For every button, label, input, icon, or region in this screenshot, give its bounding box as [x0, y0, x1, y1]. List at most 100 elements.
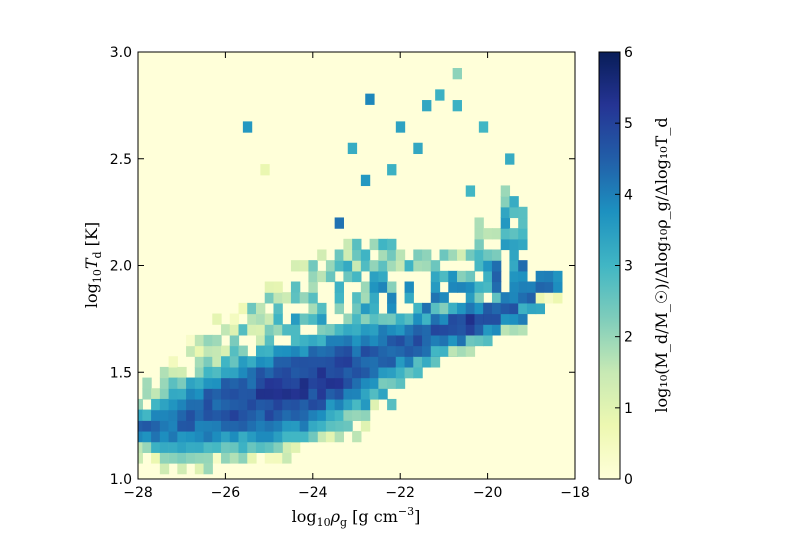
heatmap-core-cell — [369, 345, 379, 357]
heatmap-core-cell — [229, 420, 240, 432]
heatmap-halo-cell — [299, 292, 310, 304]
heatmap-halo-cell — [474, 228, 484, 240]
heatmap-core-cell — [299, 334, 310, 347]
heatmap-core-cell — [194, 441, 205, 453]
heatmap-core-cell — [142, 430, 152, 443]
heatmap-halo-cell — [422, 302, 432, 315]
heatmap-core-cell — [430, 313, 441, 325]
heatmap-core-cell — [299, 377, 310, 389]
heatmap-core-cell — [378, 356, 388, 368]
colorbar-tick-label: 0 — [624, 472, 633, 488]
heatmap-core-cell — [168, 398, 178, 411]
heatmap-core-cell — [360, 366, 371, 379]
heatmap-core-cell — [526, 302, 537, 315]
heatmap-outlier-cell — [478, 121, 489, 133]
heatmap-halo-cell — [465, 281, 476, 293]
heatmap-halo-cell — [334, 260, 344, 272]
heatmap-halo-cell — [238, 324, 248, 336]
heatmap-halo-cell — [369, 398, 379, 411]
heatmap-core-cell — [255, 441, 266, 453]
heatmap-core-cell — [177, 377, 187, 389]
heatmap-core-cell — [334, 398, 344, 411]
heatmap-halo-cell — [352, 249, 362, 261]
heatmap-core-cell — [212, 420, 222, 432]
heatmap-outlier-cell — [422, 100, 432, 112]
heatmap-halo-cell — [413, 302, 423, 315]
heatmap-halo-cell — [430, 270, 441, 283]
heatmap-halo-cell — [138, 398, 143, 411]
heatmap-halo-cell — [422, 260, 432, 272]
heatmap-halo-cell — [474, 249, 484, 261]
heatmap-core-cell — [457, 302, 467, 315]
x-tick-label: −26 — [211, 485, 241, 501]
heatmap-halo-cell — [369, 292, 379, 304]
heatmap-core-cell — [378, 377, 388, 389]
heatmap-outlier-cell — [465, 185, 476, 197]
y-tick-label: 3.0 — [110, 45, 132, 61]
heatmap-halo-cell — [273, 292, 283, 304]
heatmap-halo-cell — [264, 324, 275, 336]
heatmap-core-cell — [352, 324, 362, 336]
heatmap-core-cell — [264, 398, 275, 411]
heatmap-halo-cell — [212, 345, 222, 357]
heatmap-halo-cell — [500, 238, 511, 251]
heatmap-core-cell — [325, 324, 336, 336]
heatmap-core-cell — [159, 430, 170, 443]
heatmap-core-cell — [430, 345, 441, 357]
heatmap-cells — [138, 68, 563, 475]
heatmap-halo-cell — [317, 270, 327, 283]
heatmap-halo-cell — [221, 452, 231, 464]
heatmap-halo-cell — [343, 420, 353, 432]
heatmap-halo-cell — [290, 313, 301, 325]
heatmap-core-cell — [334, 324, 344, 336]
heatmap-core-cell — [142, 409, 152, 421]
colorbar-tick-label: 5 — [624, 116, 633, 132]
colorbar-ticks: 0 1 2 3 4 5 6 — [615, 45, 633, 488]
heatmap-core-cell — [186, 388, 196, 400]
heatmap-core-cell — [422, 313, 432, 325]
heatmap-core-cell — [255, 366, 266, 379]
heatmap-core-cell — [518, 302, 528, 315]
heatmap-core-cell — [273, 345, 283, 357]
heatmap-halo-cell — [518, 238, 528, 251]
heatmap-core-cell — [203, 420, 213, 432]
heatmap-halo-cell — [238, 345, 248, 357]
heatmap-halo-cell — [203, 334, 213, 347]
heatmap-halo-cell — [369, 238, 379, 251]
heatmap-core-cell — [457, 334, 467, 347]
heatmap-core-cell — [518, 281, 528, 293]
heatmap-core-cell — [404, 356, 414, 368]
heatmap-core-cell — [308, 409, 318, 421]
heatmap-halo-cell — [369, 281, 379, 293]
heatmap-core-cell — [500, 313, 511, 325]
heatmap-halo-cell — [387, 398, 397, 411]
heatmap-halo-cell — [500, 228, 511, 240]
heatmap-halo-cell — [317, 324, 327, 336]
heatmap-core-cell — [299, 356, 310, 368]
heatmap-core-cell — [404, 366, 414, 379]
heatmap-core-cell — [221, 356, 231, 368]
heatmap-halo-cell — [369, 260, 379, 272]
heatmap-core-cell — [465, 334, 476, 347]
heatmap-outlier-cell — [435, 89, 445, 101]
heatmap-halo-cell — [378, 260, 388, 272]
heatmap-halo-cell — [518, 206, 528, 219]
heatmap-core-cell — [553, 292, 563, 304]
heatmap-core-cell — [343, 334, 353, 347]
y-tick-label: 1.0 — [110, 472, 132, 488]
heatmap-halo-cell — [404, 281, 414, 293]
heatmap-core-cell — [238, 409, 248, 421]
heatmap-halo-cell — [194, 334, 205, 347]
heatmap-halo-cell — [273, 452, 283, 464]
heatmap-core-cell — [255, 388, 266, 400]
heatmap-outlier-cell — [365, 93, 375, 105]
heatmap-core-cell — [282, 430, 292, 443]
heatmap-core-cell — [413, 313, 423, 325]
heatmap-core-cell — [413, 334, 423, 347]
heatmap-halo-cell — [273, 324, 283, 336]
heatmap-halo-cell — [264, 281, 275, 293]
heatmap-core-cell — [553, 270, 563, 283]
heatmap-halo-cell — [221, 324, 231, 336]
heatmap-core-cell — [395, 377, 406, 389]
heatmap-core-cell — [317, 377, 327, 389]
